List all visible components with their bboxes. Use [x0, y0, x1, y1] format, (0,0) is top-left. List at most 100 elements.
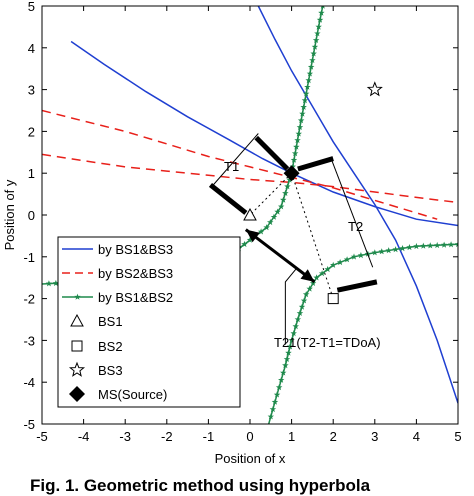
x-axis-label: Position of x: [215, 451, 286, 466]
y-tick-label: 0: [28, 208, 35, 223]
series-3-star-point: [263, 224, 270, 231]
t1-bar-lower: [208, 182, 248, 215]
series-3-star-point: [267, 413, 274, 420]
y-tick-label: -4: [23, 375, 35, 390]
series-3-star-point: [420, 242, 427, 249]
marker-bs3: [366, 81, 383, 97]
legend-swatch-square: [71, 340, 83, 352]
x-tick-label: 1: [288, 429, 295, 444]
t2-label: T2: [348, 219, 363, 234]
series-3-star-point: [310, 50, 317, 57]
series-3-star-point: [270, 213, 278, 220]
x-tick-label: 3: [371, 429, 378, 444]
series-3-star-point: [289, 163, 296, 170]
series-1-branch-2-line: [257, 6, 458, 404]
series-3-star-point: [300, 103, 307, 110]
t21-leader-line: [284, 269, 297, 345]
t1-label: T1: [224, 159, 239, 174]
series-3-star-point: [273, 391, 281, 398]
series-3-star-point: [330, 261, 337, 268]
t1-dimension-line: [212, 133, 259, 187]
series-3-star-point: [294, 316, 302, 323]
series-3-star-point: [315, 23, 322, 30]
series-3-star-point: [286, 343, 294, 350]
series-3-star-point: [302, 90, 310, 97]
legend-entry-bs2: BS2: [98, 339, 123, 354]
series-3-star-point: [304, 83, 311, 90]
y-tick-label: -2: [23, 292, 35, 307]
x-tick-label: 5: [454, 429, 461, 444]
series-3-star-point: [307, 63, 315, 70]
station-markers: [243, 81, 383, 305]
series-3-star-point: [292, 323, 299, 330]
ms-to-bs2-dotted-line: [291, 173, 334, 299]
series-3-star-point: [294, 137, 301, 144]
series-3-star-point: [399, 245, 406, 252]
t2-bar-upper: [297, 156, 334, 172]
series-3-star-point: [278, 376, 285, 383]
series-3-star-point: [45, 280, 53, 287]
series-3-star-point: [434, 241, 441, 249]
y-tick-label: -3: [23, 333, 35, 348]
series-3-star-point: [282, 362, 289, 369]
series-3-star-point: [288, 337, 295, 344]
series-3-star-point: [269, 406, 277, 413]
series-3-star-point: [320, 6, 325, 9]
series-3-star-point: [309, 279, 317, 286]
x-tick-label: -5: [36, 429, 48, 444]
x-tick-label: 0: [246, 429, 253, 444]
series-3-star-point: [392, 246, 399, 253]
figure-caption: Fig. 1. Geometric method using hyperbola: [30, 476, 371, 495]
series-3-star-point: [316, 16, 324, 23]
series-3-star-point: [318, 270, 326, 277]
series-3-star-point: [297, 117, 305, 124]
series-3-star-point: [280, 196, 287, 203]
series-3-star-point: [313, 274, 320, 281]
series-3-star-point: [296, 123, 304, 130]
series-3-star-point: [246, 236, 254, 243]
legend-entry-bs1-bs3: by BS1&BS3: [98, 242, 173, 257]
series-2-branch-1-line: [42, 109, 438, 220]
y-tick-label: 5: [28, 0, 35, 14]
series-3-star-point: [295, 130, 302, 137]
t2-bar-lower: [336, 279, 378, 293]
series-3-star-point: [285, 349, 292, 356]
legend-swatch-star: [74, 293, 81, 300]
series-3-star-point: [280, 369, 287, 376]
t21-arrow-shaft: [244, 228, 316, 284]
series-3-star-point: [257, 228, 265, 235]
t21-label: T21(T2-T1=TDoA): [274, 335, 381, 350]
legend-entry-bs2-bs3: by BS2&BS3: [98, 266, 173, 281]
series-3-star-point: [286, 176, 293, 183]
series-3-star-point: [278, 203, 285, 210]
series-3-star-point: [314, 30, 321, 37]
series-3-star-point: [282, 189, 289, 196]
legend-swatches: [62, 248, 93, 402]
series-3-star-point: [440, 241, 448, 248]
series-3-star-point: [267, 218, 274, 226]
series-3-star-point: [324, 265, 331, 273]
y-tick-label: -5: [23, 417, 35, 432]
series-3-star-point: [241, 240, 248, 247]
legend-swatch-star: [68, 361, 86, 377]
series-3-star-point: [290, 330, 297, 337]
series-3-star-point: [271, 398, 279, 405]
series-3-star-point: [385, 247, 392, 254]
series-1-branch-1-line: [70, 40, 458, 227]
t21-arrowhead-left: [245, 229, 260, 243]
series-3-star-point: [290, 156, 298, 163]
t21-arrowhead-right: [300, 269, 315, 282]
series-3-star-point: [350, 253, 358, 260]
series-3-star-point: [312, 36, 320, 43]
series-3-star-point: [309, 56, 316, 64]
marker-ms-source: [283, 165, 300, 182]
legend-entry-bs1-bs2: by BS1&BS2: [98, 290, 173, 305]
series-3-star-point: [301, 97, 309, 104]
x-tick-label: -2: [161, 429, 173, 444]
legend-swatch-diamond: [69, 386, 85, 402]
y-axis-label: Position of y: [2, 179, 17, 250]
series-3-star-point: [52, 279, 60, 286]
x-tick-label: -4: [78, 429, 90, 444]
series-3-star-point: [306, 285, 313, 292]
